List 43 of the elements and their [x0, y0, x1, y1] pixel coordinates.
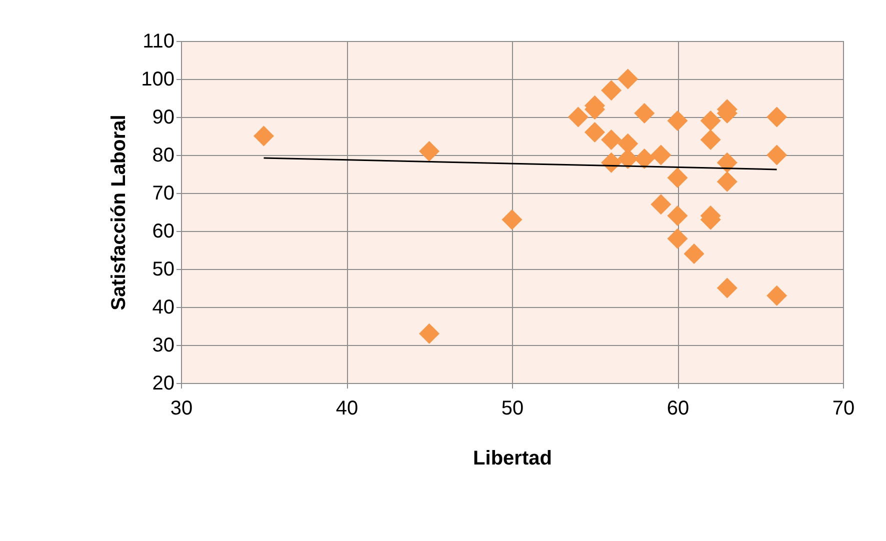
- point: [502, 209, 522, 230]
- x-tick-label: 40: [336, 398, 358, 420]
- point: [634, 148, 655, 170]
- y-axis-title: Satisfacción Laboral: [108, 114, 130, 310]
- point: [766, 144, 788, 166]
- point: [716, 171, 738, 192]
- point: [766, 285, 788, 306]
- point: [650, 144, 672, 166]
- point: [618, 68, 638, 90]
- point: [419, 140, 440, 162]
- point: [684, 244, 704, 264]
- y-tick-label: 90: [152, 106, 174, 128]
- x-tick-label: 60: [666, 398, 690, 420]
- y-tick-label: 20: [152, 372, 174, 394]
- y-tick-label: 100: [141, 68, 174, 90]
- x-axis-title: Libertad: [473, 448, 552, 470]
- x-tick-label: 50: [501, 398, 524, 420]
- point: [700, 130, 721, 150]
- y-tick-label: 50: [152, 258, 174, 280]
- point: [601, 130, 622, 150]
- point: [667, 110, 688, 132]
- point: [419, 323, 440, 344]
- x-tick-label: 70: [832, 398, 855, 420]
- y-tick-label: 30: [152, 334, 174, 356]
- y-tick-label: 70: [152, 182, 174, 204]
- y-tick-label: 80: [152, 144, 174, 166]
- point: [700, 110, 721, 132]
- point: [667, 228, 688, 249]
- y-tick-label: 110: [142, 30, 174, 52]
- point: [601, 80, 622, 101]
- point: [634, 102, 655, 124]
- x-tick-label: 30: [170, 398, 193, 420]
- point: [584, 122, 605, 142]
- point: [716, 152, 738, 173]
- point: [667, 168, 688, 188]
- y-tick-label: 40: [152, 296, 174, 318]
- point: [716, 278, 738, 298]
- point: [650, 194, 672, 215]
- point: [667, 206, 688, 226]
- point: [568, 106, 588, 128]
- point: [254, 126, 274, 146]
- point: [766, 106, 788, 128]
- y-tick-label: 60: [152, 220, 174, 242]
